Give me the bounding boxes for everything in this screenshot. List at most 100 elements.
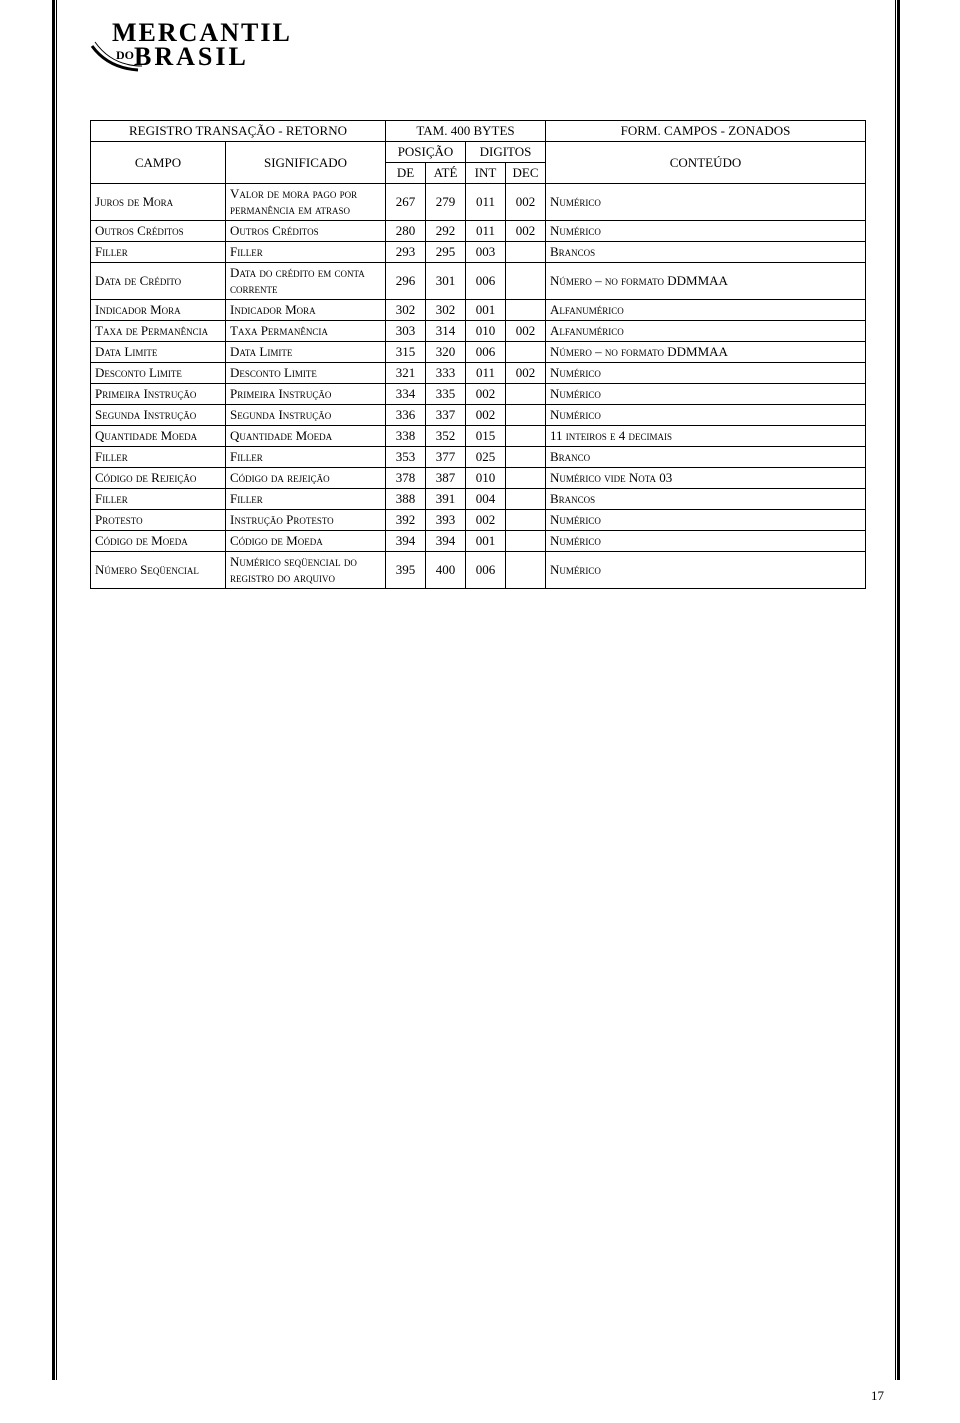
cell-ate: 301: [426, 263, 466, 300]
cell-conteudo: Número – no formato DDMMAA: [546, 263, 866, 300]
table-row: Juros de MoraValor de mora pago por perm…: [91, 184, 866, 221]
cell-significado: Primeira Instrução: [226, 384, 386, 405]
cell-conteudo: Alfanumérico: [546, 300, 866, 321]
cell-de: 388: [386, 489, 426, 510]
cell-campo: Número Seqüencial: [91, 552, 226, 589]
header-title-right: FORM. CAMPOS - ZONADOS: [546, 121, 866, 142]
cell-de: 280: [386, 221, 426, 242]
cell-ate: 295: [426, 242, 466, 263]
cell-de: 315: [386, 342, 426, 363]
cell-ate: 320: [426, 342, 466, 363]
cell-conteudo: Brancos: [546, 489, 866, 510]
header-campo: CAMPO: [91, 142, 226, 184]
logo-do-text: DO: [116, 48, 134, 63]
cell-campo: Data Limite: [91, 342, 226, 363]
cell-ate: 314: [426, 321, 466, 342]
cell-significado: Código de Moeda: [226, 531, 386, 552]
cell-de: 336: [386, 405, 426, 426]
cell-int: 011: [466, 184, 506, 221]
cell-int: 025: [466, 447, 506, 468]
cell-ate: 400: [426, 552, 466, 589]
cell-campo: Desconto Limite: [91, 363, 226, 384]
cell-conteudo: Brancos: [546, 242, 866, 263]
cell-de: 392: [386, 510, 426, 531]
header-posicao: POSIÇÃO: [386, 142, 466, 163]
cell-campo: Filler: [91, 447, 226, 468]
table-row: FillerFiller388391004Brancos: [91, 489, 866, 510]
content-area: REGISTRO TRANSAÇÃO - RETORNO TAM. 400 BY…: [90, 120, 866, 589]
header-de: DE: [386, 163, 426, 184]
cell-ate: 333: [426, 363, 466, 384]
table-row: Primeira InstruçãoPrimeira Instrução3343…: [91, 384, 866, 405]
cell-ate: 292: [426, 221, 466, 242]
table-row: FillerFiller353377025Branco: [91, 447, 866, 468]
cell-dec: [506, 510, 546, 531]
cell-de: 296: [386, 263, 426, 300]
header-digitos: DIGITOS: [466, 142, 546, 163]
header-conteudo: CONTEÚDO: [546, 142, 866, 184]
table-row: Taxa de PermanênciaTaxa Permanência30331…: [91, 321, 866, 342]
cell-dec: 002: [506, 321, 546, 342]
table-row: Data de CréditoData do crédito em conta …: [91, 263, 866, 300]
table-row: Código de RejeiçãoCódigo da rejeição3783…: [91, 468, 866, 489]
cell-ate: 387: [426, 468, 466, 489]
cell-de: 378: [386, 468, 426, 489]
cell-campo: Outros Créditos: [91, 221, 226, 242]
cell-dec: [506, 447, 546, 468]
table-body: Juros de MoraValor de mora pago por perm…: [91, 184, 866, 589]
cell-int: 002: [466, 405, 506, 426]
logo: DO MERCANTIL BRASIL: [90, 18, 300, 72]
cell-dec: [506, 342, 546, 363]
cell-de: 321: [386, 363, 426, 384]
cell-dec: [506, 242, 546, 263]
cell-conteudo: Numérico: [546, 531, 866, 552]
cell-significado: Instrução Protesto: [226, 510, 386, 531]
cell-campo: Filler: [91, 489, 226, 510]
cell-de: 302: [386, 300, 426, 321]
cell-ate: 279: [426, 184, 466, 221]
cell-campo: Código de Rejeição: [91, 468, 226, 489]
cell-de: 394: [386, 531, 426, 552]
cell-int: 006: [466, 552, 506, 589]
table-row: Segunda InstruçãoSegunda Instrução336337…: [91, 405, 866, 426]
cell-de: 353: [386, 447, 426, 468]
cell-conteudo: Numérico: [546, 552, 866, 589]
table-row: FillerFiller293295003Brancos: [91, 242, 866, 263]
cell-ate: 352: [426, 426, 466, 447]
cell-campo: Primeira Instrução: [91, 384, 226, 405]
page-number: 17: [871, 1388, 884, 1404]
cell-int: 011: [466, 221, 506, 242]
cell-significado: Desconto Limite: [226, 363, 386, 384]
cell-campo: Taxa de Permanência: [91, 321, 226, 342]
cell-campo: Segunda Instrução: [91, 405, 226, 426]
cell-conteudo: Numérico vide Nota 03: [546, 468, 866, 489]
cell-de: 334: [386, 384, 426, 405]
cell-int: 006: [466, 263, 506, 300]
header-title-left: REGISTRO TRANSAÇÃO - RETORNO: [91, 121, 386, 142]
cell-int: 001: [466, 531, 506, 552]
table-row: ProtestoInstrução Protesto392393002Numér…: [91, 510, 866, 531]
cell-conteudo: Alfanumérico: [546, 321, 866, 342]
cell-significado: Valor de mora pago por permanência em at…: [226, 184, 386, 221]
cell-significado: Filler: [226, 242, 386, 263]
cell-int: 002: [466, 510, 506, 531]
header-significado: SIGNIFICADO: [226, 142, 386, 184]
cell-int: 001: [466, 300, 506, 321]
cell-dec: 002: [506, 221, 546, 242]
cell-ate: 337: [426, 405, 466, 426]
cell-conteudo: Número – no formato DDMMAA: [546, 342, 866, 363]
cell-conteudo: 11 inteiros e 4 decimais: [546, 426, 866, 447]
cell-campo: Código de Moeda: [91, 531, 226, 552]
cell-dec: [506, 405, 546, 426]
cell-int: 002: [466, 384, 506, 405]
cell-de: 338: [386, 426, 426, 447]
cell-conteudo: Numérico: [546, 405, 866, 426]
cell-significado: Filler: [226, 447, 386, 468]
table-row: Quantidade MoedaQuantidade Moeda33835201…: [91, 426, 866, 447]
cell-ate: 391: [426, 489, 466, 510]
cell-de: 293: [386, 242, 426, 263]
cell-significado: Indicador Mora: [226, 300, 386, 321]
cell-dec: 002: [506, 184, 546, 221]
cell-de: 395: [386, 552, 426, 589]
cell-campo: Indicador Mora: [91, 300, 226, 321]
